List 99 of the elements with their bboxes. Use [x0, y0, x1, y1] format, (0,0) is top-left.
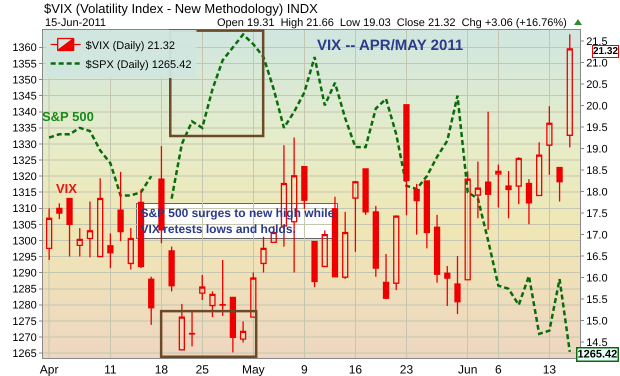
- candlestick: [168, 246, 175, 292]
- y-tick-label: 1305: [12, 219, 37, 232]
- y-tick-label: 1270: [12, 332, 37, 344]
- y-tick-label: 1325: [12, 154, 37, 167]
- y2-tick-label: 21.0: [586, 58, 608, 70]
- x-tick-label: 16: [348, 362, 362, 376]
- x-tick-label: May: [242, 362, 265, 376]
- y-tick-label: 1350: [12, 74, 37, 86]
- candlestick: [536, 142, 542, 196]
- y2-tick-label: 15.0: [586, 315, 608, 328]
- legend-label: $SPX (Daily) 1265.42: [86, 58, 192, 71]
- y-tick-label: 1355: [12, 58, 37, 70]
- y2-tick-label: 17.0: [586, 229, 608, 242]
- candlestick: [128, 228, 134, 270]
- candlestick: [474, 160, 482, 219]
- y-tick-label: 1295: [12, 251, 37, 264]
- y2-tick-label: 17.5: [586, 208, 608, 220]
- y-tick-label: 1330: [12, 138, 37, 151]
- y-tick-label: 1320: [12, 170, 37, 183]
- candlestick: [322, 230, 328, 268]
- candlestick: [526, 178, 532, 225]
- candlestick: [444, 265, 450, 307]
- candlestick: [505, 170, 512, 219]
- y-tick-label: 1310: [12, 203, 37, 216]
- y-tick-label: 1275: [12, 316, 37, 328]
- y2-tick-label: 18.0: [586, 186, 608, 198]
- y2-tick-label: 16.0: [586, 272, 608, 284]
- y2-tick-label: 19.0: [586, 144, 608, 156]
- candlestick: [97, 178, 104, 258]
- text: 21.32: [593, 46, 618, 57]
- text: Open 19.31 High 21.66 Low 19.03 Close 21.32 Chg +3.06 (+16.76%): [217, 17, 567, 29]
- candlestick: [230, 296, 236, 354]
- candlestick: [250, 272, 256, 318]
- y2-tick-label: 18.5: [586, 164, 608, 177]
- y2-tick-label: 19.5: [586, 122, 608, 134]
- candlestick: [382, 253, 390, 300]
- candlestick: [434, 214, 440, 284]
- y2-tick-label: 20.5: [586, 79, 608, 92]
- candlestick: [209, 290, 216, 318]
- candlestick: [117, 171, 124, 242]
- candlestick: [352, 180, 359, 252]
- y-tick-label: 1300: [12, 235, 37, 248]
- candlestick: [484, 111, 492, 231]
- candlestick: [107, 232, 114, 269]
- candlestick: [311, 240, 318, 288]
- x-tick-label: 13: [542, 362, 556, 376]
- candlestick: [362, 168, 369, 216]
- candlestick: [556, 166, 563, 202]
- y2-tick-label: 16.5: [586, 250, 608, 263]
- chart-subtitle: 15-Jun-2011: [45, 17, 106, 29]
- candlestick: [148, 276, 154, 326]
- annotation: S&P 500: [42, 109, 94, 124]
- candlestick: [546, 105, 553, 176]
- y2-tick-label: 21.5: [586, 36, 608, 48]
- x-tick-label: Apr: [40, 362, 58, 376]
- candlestick: [86, 200, 94, 258]
- x-tick-label: Jun: [458, 362, 478, 376]
- candlestick: [424, 180, 430, 250]
- x-tick-label: 25: [196, 362, 210, 376]
- candlestick: [76, 228, 83, 258]
- candlestick: [199, 274, 206, 301]
- y-tick-label: 1290: [12, 268, 37, 280]
- y-tick-label: 1340: [12, 106, 37, 119]
- x-tick-label: 9: [301, 362, 308, 376]
- candlestick: [342, 211, 348, 280]
- data-label: 1265.42: [578, 348, 618, 360]
- y-tick-label: 1280: [12, 300, 37, 312]
- y-tick-label: 1285: [12, 284, 37, 296]
- candlestick: [301, 166, 308, 210]
- x-tick-label: 23: [400, 362, 414, 376]
- y2-tick-label: 15.5: [586, 294, 608, 306]
- candlestick: [46, 208, 52, 261]
- candlestick: [178, 303, 185, 350]
- y2-tick-label: 20.0: [586, 100, 608, 113]
- candlestick: [66, 198, 73, 258]
- candlestick: [495, 164, 502, 208]
- x-tick-label: 11: [104, 362, 117, 376]
- y2-tick-label: 14.5: [586, 336, 608, 349]
- x-tick-label: 6: [494, 362, 502, 376]
- candlestick: [56, 202, 62, 220]
- annotation: VIX: [56, 181, 78, 196]
- y-tick-label: 1315: [12, 187, 37, 200]
- chart-title: $VIX (Volatility Index - New Methodology) INDX: [44, 0, 318, 16]
- y-tick-label: 1265: [12, 348, 37, 360]
- candlestick: [414, 183, 420, 236]
- candlestick: [220, 259, 226, 317]
- x-tick-label: 18: [154, 362, 168, 376]
- candlestick: [393, 214, 400, 291]
- annotation: VIX -- APR/MAY 2011: [317, 37, 464, 54]
- y-tick-label: 1360: [12, 42, 37, 54]
- candlestick: [566, 34, 573, 148]
- candlestick: [240, 320, 246, 344]
- candlestick: [454, 255, 461, 315]
- candlestick: [372, 205, 379, 278]
- candlestick: [260, 236, 267, 274]
- y-tick-label: 1345: [12, 90, 37, 103]
- y-tick-label: 1335: [12, 122, 37, 135]
- candlestick: [516, 156, 522, 205]
- legend-label: $VIX (Daily) 21.32: [86, 40, 175, 52]
